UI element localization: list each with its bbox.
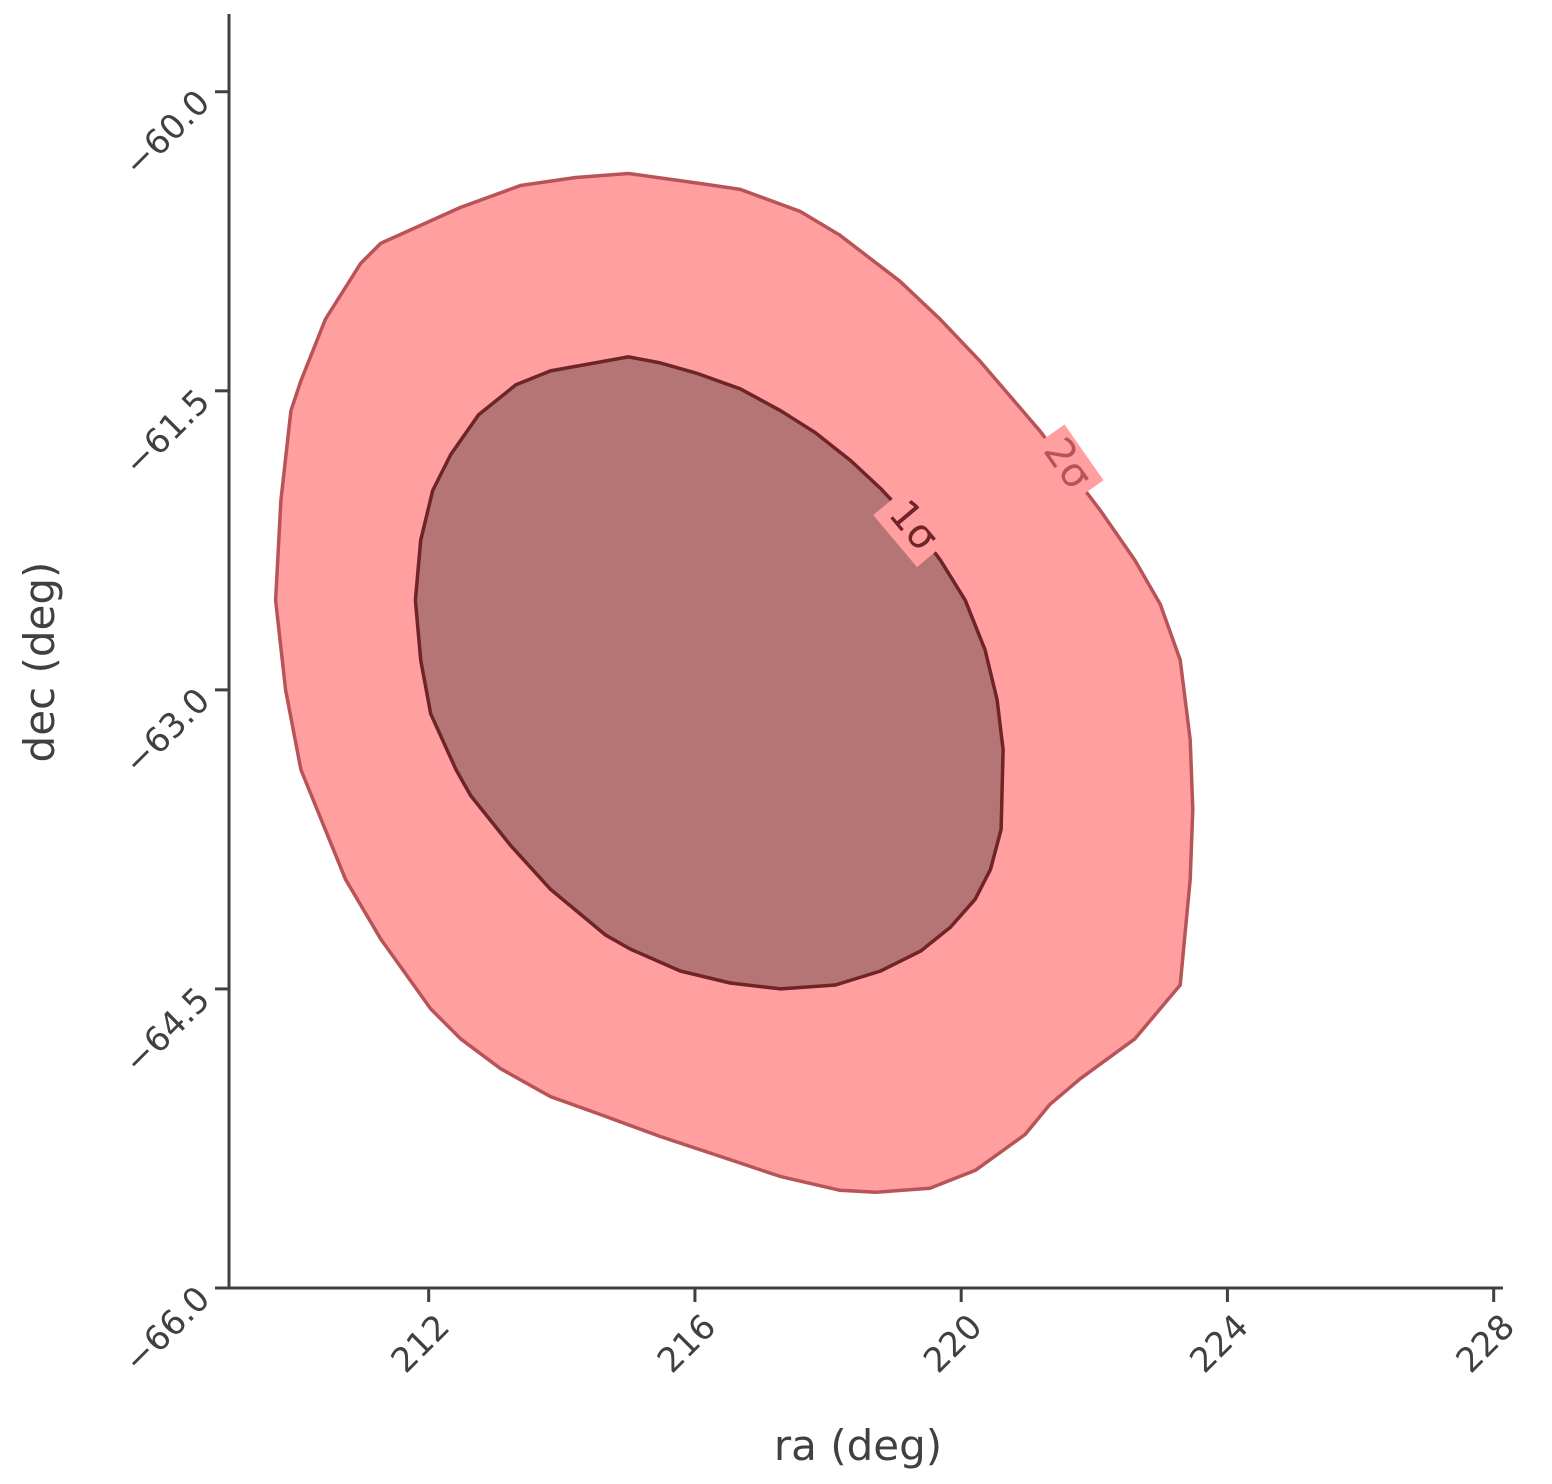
y-tick-label: −66.0	[116, 1279, 218, 1381]
y-axis-label: dec (deg)	[15, 562, 64, 763]
x-tick-label: 228	[1449, 1307, 1523, 1381]
x-tick-label: 224	[1182, 1307, 1256, 1381]
y-tick-label: −60.0	[116, 83, 218, 185]
x-tick-label: 216	[650, 1307, 724, 1381]
y-tick-label: −63.0	[116, 681, 218, 783]
contour-region	[413, 355, 1005, 991]
y-tick-label: −61.5	[116, 382, 218, 484]
contour-label-gap	[1028, 424, 1104, 506]
x-tick-label: 212	[384, 1307, 458, 1381]
contour-label-gap	[873, 486, 951, 568]
y-tick-label: −64.5	[116, 980, 218, 1082]
x-axis-label: ra (deg)	[774, 1421, 942, 1470]
x-tick-label: 220	[916, 1307, 990, 1381]
